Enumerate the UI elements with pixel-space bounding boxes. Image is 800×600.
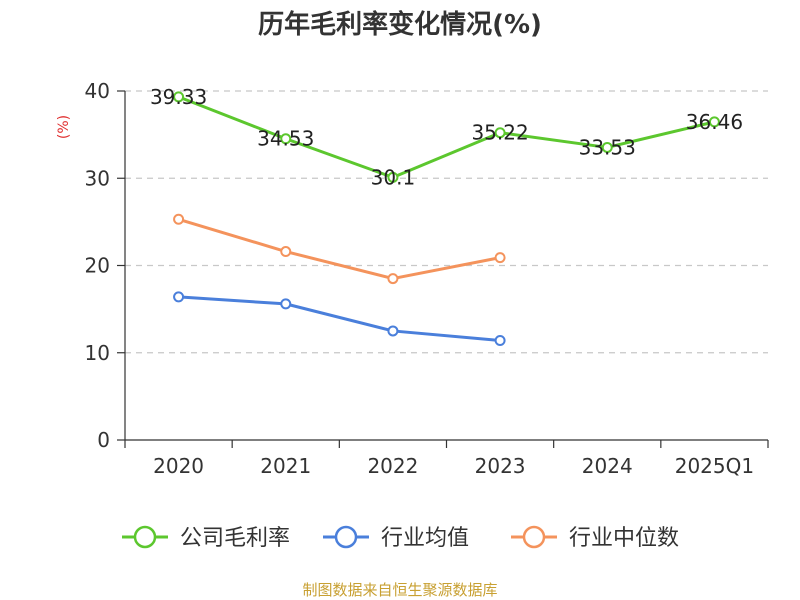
legend-label: 行业中位数 (569, 526, 679, 551)
data-point (280, 246, 292, 258)
x-tick-label: 2025Q1 (675, 454, 754, 478)
legend-label: 行业均值 (381, 526, 469, 551)
data-label: 35.22 (471, 121, 528, 145)
data-label: 39.33 (150, 85, 207, 109)
data-point (494, 335, 506, 347)
series-group (173, 91, 720, 347)
data-point (494, 252, 506, 264)
legend: 公司毛利率 行业均值 行业中位数 (122, 525, 679, 551)
data-label: 34.53 (257, 127, 314, 151)
legend-marker (522, 525, 546, 549)
y-tick-label: 0 (97, 428, 110, 452)
data-point (173, 291, 185, 303)
y-tick-label: 30 (85, 166, 110, 190)
data-label: 36.46 (686, 110, 743, 134)
data-labels: 39.33 34.53 30.1 35.22 33.53 36.46 (150, 85, 743, 190)
data-label: 33.53 (579, 135, 636, 159)
y-tick-label: 20 (85, 254, 110, 278)
y-tick-label: 40 (85, 79, 110, 103)
series-line (178, 217, 501, 281)
x-tick-label: 2020 (153, 454, 204, 478)
data-point (387, 273, 399, 285)
axes: 0 10 20 30 40 2020 2021 2022 2023 2024 2025Q1 (85, 79, 769, 478)
chart-title: 历年毛利率变化情况(%) (258, 9, 542, 40)
legend-marker (334, 525, 358, 549)
x-tick-label: 2022 (367, 454, 418, 478)
x-tick-label: 2023 (475, 454, 526, 478)
series-line (178, 295, 501, 343)
gridlines (125, 90, 768, 354)
y-tick-label: 10 (85, 341, 110, 365)
legend-marker (133, 525, 157, 549)
data-point (601, 141, 613, 153)
x-tick-label: 2024 (582, 454, 633, 478)
source-note: 制图数据来自恒生聚源数据库 (302, 581, 497, 599)
data-point (173, 91, 185, 103)
x-tick-label: 2021 (260, 454, 311, 478)
data-point (173, 213, 185, 225)
legend-label: 公司毛利率 (180, 526, 290, 551)
data-point (387, 325, 399, 337)
data-point (708, 116, 720, 128)
data-point (494, 127, 506, 139)
data-point (280, 298, 292, 310)
series-line (178, 95, 715, 179)
data-label: 30.1 (371, 165, 416, 189)
data-point (280, 133, 292, 145)
data-point (387, 171, 399, 183)
y-axis-label: (%) (56, 115, 72, 139)
